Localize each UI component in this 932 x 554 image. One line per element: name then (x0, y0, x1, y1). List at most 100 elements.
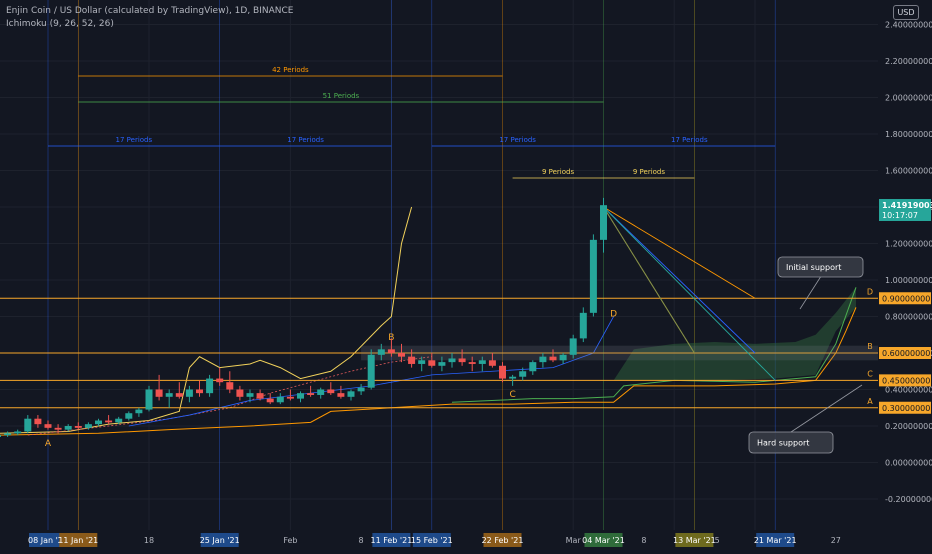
candle-body (54, 427, 62, 430)
price-tick-label: 0.40000000 (885, 386, 932, 395)
candle-body (377, 349, 385, 355)
candle-body (297, 393, 304, 399)
currency-badge[interactable]: USD (893, 5, 919, 20)
level-tag-bg (879, 401, 931, 414)
date-tag-label: 11 Feb '21 (370, 536, 412, 545)
current-price-value: 1.41919003 (882, 201, 932, 210)
candle-body (488, 360, 496, 366)
candle-body (438, 362, 446, 366)
trend-dotted-line (27, 356, 432, 436)
candle-body (367, 354, 375, 388)
date-tag-label: 25 Jan '21 (200, 536, 240, 545)
price-tick-label: 1.80000000 (885, 130, 932, 139)
chart-title: Enjin Coin / US Dollar (calculated by Tr… (6, 6, 294, 16)
price-axis[interactable]: 2.40000000 2.20000000 2.00000000 1.80000000… (878, 0, 932, 550)
candle-body (418, 360, 426, 364)
candle-body (539, 356, 547, 363)
candle-body (74, 426, 82, 428)
candle-body (256, 393, 264, 399)
price-tick-label: 0.80000000 (885, 313, 932, 322)
candle-body (105, 420, 113, 423)
candle-body (499, 365, 506, 379)
point-label: A (45, 439, 52, 449)
indicator-label[interactable]: Ichimoku (9, 26, 52, 26) (6, 19, 114, 29)
candle-body (135, 409, 143, 414)
period-label: 9 Periods (633, 168, 666, 176)
date-tag-label: 08 Jan '21 (28, 536, 68, 545)
candle-body (559, 354, 567, 361)
senkou-span-line (0, 206, 413, 434)
date-tag-bg (200, 533, 239, 547)
current-price-tag (879, 199, 931, 221)
date-tag-label: 21 Mar '21 (754, 536, 797, 545)
period-label: 17 Periods (671, 136, 708, 144)
initial-support-callout-label: Initial support (786, 263, 841, 272)
price-levels: D B C A (0, 287, 879, 409)
candle-body (569, 338, 577, 355)
candle-body (327, 389, 335, 394)
candle-body (317, 389, 325, 395)
date-tag-label: 11 Jan '21 (58, 536, 98, 545)
candle-body (579, 312, 587, 339)
date-tag-bg (584, 533, 623, 547)
candle-body (448, 358, 456, 363)
candle-body (236, 389, 244, 397)
candle-body (307, 393, 315, 395)
candle-body (286, 396, 294, 399)
level-tag-bg (879, 292, 931, 305)
countdown-value: 10:17:07 (882, 211, 918, 220)
candle-body (398, 353, 405, 357)
candle-body (125, 413, 133, 419)
date-tag-label: 13 Mar '21 (673, 536, 716, 545)
level-tag-bg (879, 374, 931, 387)
period-label: 17 Periods (499, 136, 536, 144)
time-tick-label: Mar (566, 536, 582, 545)
candle-body (115, 418, 123, 423)
candle-body (357, 387, 365, 392)
candle-body (165, 393, 173, 397)
time-tick-label: 8 (359, 536, 364, 545)
time-tick-label: 8 (641, 536, 646, 545)
candle-body (478, 360, 486, 364)
date-tag-bg (483, 533, 522, 547)
candle-body (468, 362, 476, 364)
level-letter: C (867, 369, 873, 378)
projection-line (603, 206, 776, 381)
candle-body (95, 420, 102, 425)
chikou-line (451, 287, 857, 403)
indicator-lines (0, 206, 857, 436)
period-label: 51 Periods (323, 92, 360, 100)
date-tag-bg (756, 533, 795, 547)
date-tag-bg (59, 533, 98, 547)
price-tick-label: 1.00000000 (885, 276, 932, 285)
kijun-line (0, 307, 857, 436)
candle-body (216, 378, 224, 383)
projection-line (603, 206, 756, 354)
cloud-area (563, 287, 856, 386)
candle-body (185, 389, 193, 397)
candle-body (600, 205, 607, 240)
candle-body (266, 398, 274, 403)
candle-body (226, 382, 234, 390)
level-tag-text: 0.45000000 (882, 376, 930, 385)
level-tag-text: 0.60000000 (882, 349, 930, 358)
candle-body (34, 418, 42, 425)
candle-body (196, 389, 203, 394)
candle-body (428, 360, 436, 366)
level-tag-text: 0.30000000 (882, 404, 930, 413)
candle-body (44, 424, 52, 428)
date-tag-bg (29, 533, 67, 547)
price-axis-bg (878, 0, 932, 550)
date-tag-bg (412, 533, 451, 547)
candle-body (347, 391, 355, 397)
candle-body (458, 358, 466, 363)
price-tick-label: 1.20000000 (885, 240, 932, 249)
candle-body (529, 362, 537, 372)
time-tick-label: 27 (831, 536, 841, 545)
point-label: D (610, 310, 617, 320)
candle-body (0, 435, 1, 437)
candle-body (206, 378, 214, 394)
